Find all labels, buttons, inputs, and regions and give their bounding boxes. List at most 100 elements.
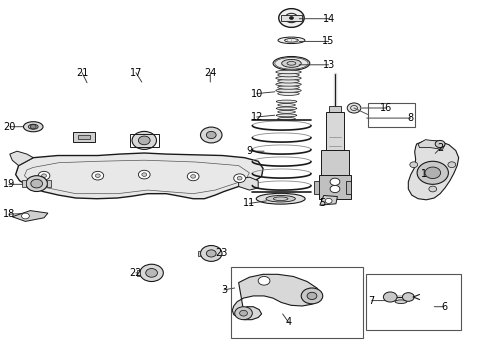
Text: 20: 20: [3, 122, 16, 132]
Ellipse shape: [277, 80, 299, 83]
Ellipse shape: [394, 300, 406, 303]
Text: 24: 24: [203, 68, 216, 78]
Circle shape: [41, 174, 46, 177]
Text: 9: 9: [246, 146, 252, 156]
Circle shape: [434, 140, 444, 148]
Bar: [280, 15, 302, 21]
Ellipse shape: [275, 70, 301, 74]
Circle shape: [424, 167, 440, 179]
Circle shape: [138, 136, 150, 145]
Bar: [325, 112, 343, 150]
Circle shape: [38, 171, 50, 180]
Text: 13: 13: [322, 60, 334, 70]
Circle shape: [206, 250, 216, 257]
Ellipse shape: [277, 104, 295, 107]
Circle shape: [278, 9, 304, 27]
Circle shape: [325, 198, 331, 203]
Polygon shape: [47, 180, 51, 187]
Circle shape: [142, 173, 146, 176]
Circle shape: [138, 170, 150, 179]
Circle shape: [289, 17, 293, 19]
Circle shape: [329, 185, 339, 193]
Text: 23: 23: [214, 248, 227, 258]
Polygon shape: [319, 195, 337, 205]
Circle shape: [239, 310, 247, 316]
Ellipse shape: [28, 124, 38, 129]
Ellipse shape: [277, 117, 295, 120]
Text: 5: 5: [319, 198, 325, 208]
Polygon shape: [232, 274, 321, 320]
Bar: [314, 181, 319, 194]
Ellipse shape: [276, 114, 296, 117]
Circle shape: [30, 125, 36, 129]
Circle shape: [92, 171, 103, 180]
Circle shape: [402, 293, 413, 301]
Circle shape: [95, 174, 100, 177]
Polygon shape: [12, 211, 48, 221]
Bar: [78, 135, 90, 139]
Polygon shape: [16, 153, 263, 199]
Polygon shape: [407, 140, 458, 200]
Text: 10: 10: [250, 89, 263, 99]
Ellipse shape: [265, 195, 295, 202]
Circle shape: [21, 213, 29, 219]
Text: 14: 14: [322, 14, 334, 24]
Circle shape: [329, 178, 339, 185]
Circle shape: [237, 176, 242, 180]
Ellipse shape: [277, 86, 299, 89]
Ellipse shape: [256, 193, 305, 204]
Text: 22: 22: [129, 268, 142, 278]
Circle shape: [233, 174, 245, 183]
Text: 18: 18: [2, 209, 15, 219]
Ellipse shape: [275, 89, 301, 92]
Ellipse shape: [277, 73, 299, 77]
Text: 3: 3: [221, 285, 226, 295]
Bar: [230, 267, 362, 338]
Circle shape: [346, 103, 360, 113]
Circle shape: [140, 264, 163, 282]
Ellipse shape: [272, 57, 309, 70]
Circle shape: [132, 131, 156, 149]
Text: 2: 2: [436, 143, 442, 153]
Text: 4: 4: [285, 317, 291, 327]
Text: 6: 6: [440, 302, 446, 312]
Circle shape: [301, 288, 322, 304]
Bar: [345, 181, 350, 194]
Circle shape: [145, 269, 157, 277]
Ellipse shape: [275, 76, 301, 80]
Ellipse shape: [276, 107, 296, 110]
Ellipse shape: [277, 37, 305, 44]
Polygon shape: [137, 270, 140, 276]
Ellipse shape: [276, 100, 296, 103]
Bar: [328, 106, 340, 112]
Circle shape: [190, 175, 195, 178]
Circle shape: [200, 246, 222, 261]
Bar: [319, 175, 350, 199]
Ellipse shape: [281, 59, 301, 67]
Bar: [129, 134, 159, 147]
Circle shape: [428, 186, 436, 192]
Ellipse shape: [277, 92, 299, 95]
Circle shape: [206, 131, 216, 139]
Circle shape: [306, 292, 316, 300]
Text: 12: 12: [250, 112, 263, 122]
Text: 7: 7: [368, 296, 374, 306]
Polygon shape: [238, 177, 258, 190]
Circle shape: [409, 162, 417, 168]
Circle shape: [258, 276, 269, 285]
Circle shape: [200, 127, 222, 143]
Ellipse shape: [277, 111, 295, 113]
Ellipse shape: [275, 82, 301, 86]
Polygon shape: [22, 180, 26, 187]
Bar: [321, 150, 348, 176]
Polygon shape: [197, 251, 200, 256]
Circle shape: [416, 161, 447, 184]
Text: 15: 15: [322, 36, 334, 46]
Polygon shape: [417, 140, 444, 149]
Text: 8: 8: [407, 113, 413, 123]
Circle shape: [26, 176, 47, 192]
Polygon shape: [10, 151, 33, 166]
Circle shape: [447, 162, 455, 168]
Text: 17: 17: [129, 68, 142, 78]
Bar: [367, 103, 414, 127]
